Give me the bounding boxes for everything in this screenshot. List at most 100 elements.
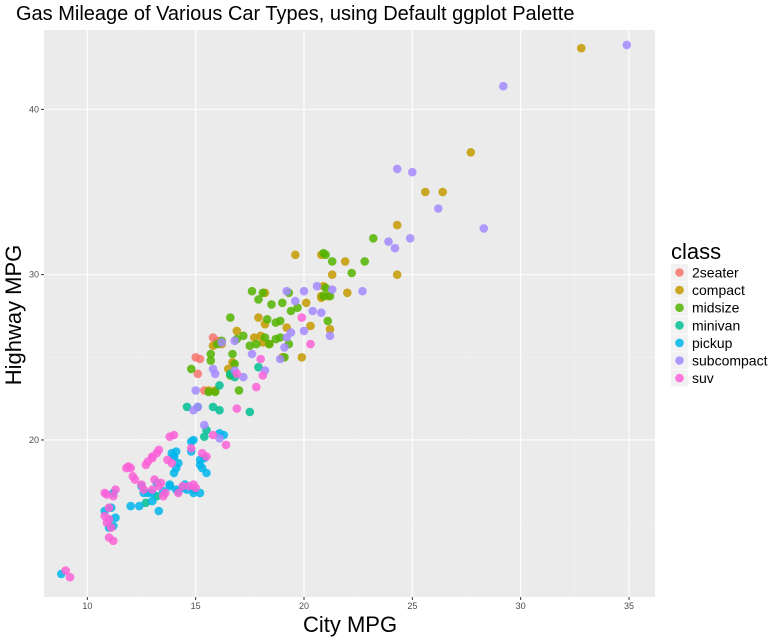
data-point-suv	[232, 369, 242, 379]
data-point-subcompact	[191, 386, 200, 395]
data-point-suv	[251, 382, 261, 392]
data-point-pickup	[111, 513, 120, 522]
data-point-midsize	[325, 291, 335, 301]
data-point-midsize	[267, 300, 276, 309]
data-point-midsize	[360, 257, 370, 266]
data-point-subcompact	[299, 286, 309, 296]
data-point-subcompact	[390, 243, 400, 253]
data-point-midsize	[271, 318, 281, 327]
data-point-compact	[254, 313, 263, 322]
data-point-suv	[106, 523, 116, 532]
data-point-subcompact	[286, 328, 296, 337]
x-tick-label: 15	[191, 601, 201, 611]
data-point-compact	[306, 321, 315, 331]
data-point-midsize	[234, 386, 244, 395]
data-point-subcompact	[358, 286, 367, 296]
major-gridlines	[44, 30, 655, 597]
data-point-suv	[174, 488, 183, 498]
x-tick-label: 20	[299, 601, 309, 611]
x-tick-label: 25	[407, 601, 417, 611]
data-point-midsize	[187, 364, 196, 374]
minor-gridlines	[44, 30, 655, 597]
data-point-pickup	[169, 468, 179, 478]
legend-swatch-2seater	[675, 268, 684, 277]
data-point-suv	[61, 566, 70, 575]
legend-swatch-compact	[675, 285, 684, 295]
legend-label: suv	[692, 370, 714, 386]
data-point-compact	[343, 288, 352, 298]
data-point-midsize	[293, 303, 302, 313]
legend-label: midsize	[692, 300, 740, 316]
legend-swatch-minivan	[675, 321, 684, 330]
legend-label: minivan	[692, 317, 740, 333]
data-point-midsize	[369, 234, 378, 243]
data-point-subcompact	[384, 237, 393, 246]
data-point-pickup	[148, 496, 157, 506]
data-point-compact	[577, 43, 586, 53]
data-point-suv	[191, 483, 200, 493]
data-point-subcompact	[408, 167, 417, 177]
plot-panel	[44, 30, 655, 597]
data-point-compact	[325, 324, 335, 334]
data-point-suv	[102, 490, 112, 499]
data-point-subcompact	[434, 204, 443, 213]
data-point-suv	[128, 472, 138, 481]
data-point-suv	[148, 485, 157, 494]
legend-swatch-pickup	[675, 338, 684, 348]
data-point-minivan	[254, 362, 263, 372]
data-point-subcompact	[210, 369, 220, 379]
legend-swatch-suv	[675, 373, 684, 383]
data-point-pickup	[154, 506, 164, 516]
data-point-2seater	[193, 369, 203, 379]
data-point-minivan	[182, 402, 192, 412]
legend-title: class	[671, 239, 721, 264]
data-point-compact	[291, 250, 300, 260]
data-point-suv	[256, 354, 266, 364]
data-point-minivan	[208, 402, 218, 412]
data-point-compact	[327, 270, 337, 280]
data-point-suv	[148, 453, 157, 463]
data-point-midsize	[327, 257, 337, 266]
data-point-midsize	[230, 359, 239, 369]
data-point-compact	[392, 220, 402, 230]
chart-title: Gas Mileage of Various Car Types, using …	[16, 3, 574, 25]
data-point-subcompact	[308, 306, 318, 316]
data-point-suv	[258, 371, 268, 380]
data-point-subcompact	[499, 81, 508, 91]
data-point-minivan	[215, 381, 224, 390]
legend-swatch-subcompact	[675, 356, 684, 365]
x-tick-label: 30	[516, 601, 526, 611]
data-point-suv	[65, 572, 75, 582]
data-point-subcompact	[217, 338, 226, 347]
data-point-2seater	[208, 333, 218, 342]
data-point-midsize	[228, 349, 237, 359]
data-point-midsize	[262, 315, 272, 324]
data-point-midsize	[347, 268, 357, 278]
data-point-subcompact	[299, 326, 309, 336]
data-point-suv	[221, 440, 231, 450]
data-point-midsize	[251, 339, 261, 349]
data-point-compact	[392, 270, 402, 280]
data-point-suv	[109, 491, 118, 501]
data-point-suv	[139, 485, 148, 494]
data-point-compact	[466, 148, 476, 157]
data-point-suv	[232, 404, 242, 413]
data-point-subcompact	[317, 308, 326, 318]
data-point-midsize	[321, 250, 331, 260]
data-point-minivan	[141, 498, 151, 508]
data-point-midsize	[323, 316, 333, 326]
data-point-suv	[178, 481, 187, 491]
data-point-midsize	[278, 298, 287, 308]
data-point-suv	[126, 463, 135, 473]
data-point-suv	[104, 503, 114, 512]
data-point-subcompact	[479, 224, 489, 233]
data-point-compact	[301, 298, 311, 308]
data-point-subcompact	[622, 40, 632, 50]
data-point-midsize	[226, 313, 235, 322]
data-point-suv	[169, 430, 179, 440]
data-point-minivan	[200, 432, 209, 442]
data-point-pickup	[197, 463, 207, 473]
y-tick-label: 20	[29, 435, 39, 445]
data-point-subcompact	[230, 336, 239, 346]
